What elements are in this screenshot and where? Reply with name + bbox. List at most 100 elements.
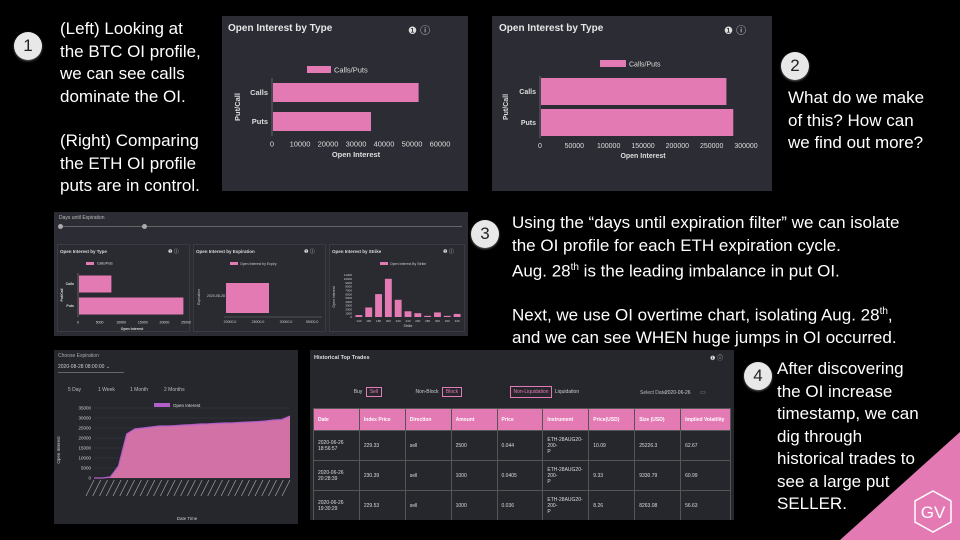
text-line: SELLER. [777, 494, 847, 513]
y-tick-label: 4000 [345, 300, 352, 304]
logo-hexagon [914, 490, 952, 533]
x-tick-label: 280 [425, 319, 430, 323]
column-header[interactable]: Price(USD) [588, 408, 636, 431]
bar [355, 315, 363, 317]
legend-label: Calls/Puts [97, 262, 113, 266]
legend-swatch [86, 262, 94, 265]
calendar-icon[interactable]: ▭ [700, 390, 706, 396]
y-tick-label: 9000 [345, 281, 352, 285]
column-header[interactable]: Date [313, 408, 360, 431]
eth-explanation: (Right) Comparing the ETH OI profile put… [60, 130, 225, 198]
table-row[interactable]: 2020-06-26 18:56:57 229.33 sell 2500 0.04… [313, 430, 731, 461]
info-icon[interactable]: ❶ ⓘ [168, 249, 179, 255]
bar [453, 313, 461, 317]
cell-size-usd: 8263.08 [634, 490, 682, 520]
cell-date: 2020-06-26 19:30:29 [313, 490, 360, 520]
non-liquidation-button[interactable]: Non-Liquidation [510, 386, 552, 398]
info-icon[interactable]: ❶ ⓘ [710, 356, 724, 362]
x-tick-label: 140 [356, 319, 361, 323]
step-3-text: Using the “days until expiration filter”… [512, 212, 957, 350]
column-header[interactable]: Amount [450, 408, 498, 431]
info-icon[interactable]: ❶ ⓘ [304, 249, 315, 255]
trades-table: Date Index Price Direction Amount Price … [313, 408, 731, 520]
text-line: dominate the OI. [60, 86, 186, 106]
step-2-badge: 2 [781, 52, 809, 80]
historical-trades-panel: Historical Top Trades ❶ ⓘ Buy Sell Non-B… [310, 350, 734, 520]
range-5-day[interactable]: 5 Day [68, 387, 82, 393]
column-header[interactable]: Direction [404, 408, 452, 431]
cell-amount: 1000 [450, 460, 498, 491]
x-tick-label: 30000.0 [280, 320, 293, 324]
filter-slider-track[interactable] [60, 226, 462, 227]
x-axis-label: Open Interest [620, 153, 666, 160]
y-tick-label: 7000 [345, 288, 352, 292]
info-icon[interactable]: ❶ ⓘ [443, 249, 454, 255]
sub-oi-strike-panel: Open Interest by Strike ❶ ⓘ Open Interes… [329, 244, 465, 332]
text-line: of this? How can [788, 110, 914, 130]
legend-swatch [154, 403, 170, 407]
cell-direction: sell [404, 490, 452, 520]
cell-direction: sell [404, 430, 452, 461]
expiration-select[interactable]: 2020-08-28 08:00:00 ⌄ [58, 364, 124, 373]
slider-handle-left[interactable] [58, 224, 63, 229]
table-row[interactable]: 2020-06-26 19:30:29 229.53 sell 1000 0.03… [313, 490, 731, 520]
panel-title: Open Interest by Type [60, 249, 107, 254]
text-line: we find out more? [788, 133, 924, 152]
info-icon[interactable]: ❶ ⓘ [408, 26, 431, 37]
x-tick-mark [132, 479, 142, 497]
x-tick-mark [261, 479, 271, 497]
category-label: Calls [519, 89, 536, 96]
bar [79, 275, 112, 293]
panel-title: Open Interest by Strike [332, 249, 382, 254]
info-icon[interactable]: ❶ ⓘ [724, 26, 747, 37]
panel-title: Open Interest by Expiration [196, 249, 255, 254]
range-1-month[interactable]: 1 Month [130, 387, 149, 393]
question-text: What do we make of this? How can we find… [788, 87, 958, 155]
step-4-badge: 4 [744, 362, 772, 390]
column-header[interactable]: Implied Volatility [680, 408, 731, 431]
x-tick-label: 20000 [160, 321, 170, 325]
block-button[interactable]: Block [442, 387, 462, 397]
y-axis-label: Open Interest [56, 436, 61, 464]
text-line: (Right) Comparing [60, 131, 199, 150]
text-line: we can see calls [60, 64, 185, 83]
x-tick-mark [214, 479, 223, 497]
y-tick-label: 8000 [345, 285, 352, 289]
buy-button[interactable]: Buy [353, 389, 363, 395]
cell-size-usd: 25226.3 [634, 430, 682, 461]
x-tick-label: 180 [376, 319, 381, 323]
x-tick-label: 260 [415, 319, 420, 323]
bar [375, 294, 382, 317]
x-tick-label: 20000.0 [224, 320, 237, 324]
column-header[interactable]: Instrument [542, 408, 590, 431]
column-header[interactable]: Index Price [358, 408, 406, 431]
non-block-button[interactable]: Non-Block [415, 389, 439, 395]
liquidation-button[interactable]: Liquidation [554, 389, 580, 395]
x-tick-mark [220, 479, 230, 497]
panel-title: Historical Top Trades [314, 355, 370, 361]
column-header[interactable]: Size (USD) [634, 408, 682, 431]
x-tick-label: 0 [270, 140, 274, 149]
x-tick-label: 100000 [597, 143, 620, 150]
range-1-week[interactable]: 1 Week [98, 387, 115, 393]
text-line: After discovering [777, 359, 904, 378]
sell-button[interactable]: Sell [366, 387, 382, 397]
bar [365, 307, 373, 317]
x-tick-mark [227, 479, 237, 497]
column-header[interactable]: Price [496, 408, 544, 431]
cell-amount: 2500 [450, 430, 498, 461]
cell-price: 0.036 [496, 490, 544, 520]
cell-date: 2020-06-26 18:56:57 [313, 430, 360, 461]
table-row[interactable]: 2020-06-26 20:28:39 230.39 sell 1000 0.04… [313, 460, 731, 491]
slider-handle-right[interactable] [142, 224, 147, 229]
x-tick-mark [105, 479, 115, 497]
date-input[interactable]: 2020-06-26 [665, 390, 691, 396]
x-tick-label: 25000.0 [252, 320, 265, 324]
y-tick-label: 5000 [81, 466, 92, 471]
sub-oi-expiration-panel: Open Interest by Expiration ❶ ⓘ Open Int… [193, 244, 326, 332]
cell-amount: 1000 [450, 490, 498, 520]
range-2-months[interactable]: 2 Months [164, 387, 185, 393]
btc-oi-panel: Open Interest by Type ❶ ⓘ Calls/Puts Put/… [222, 16, 468, 191]
cell-iv: 56.63 [680, 490, 731, 520]
expiration-filter-panel: Days until Expiration Open Interest by T… [54, 212, 468, 336]
